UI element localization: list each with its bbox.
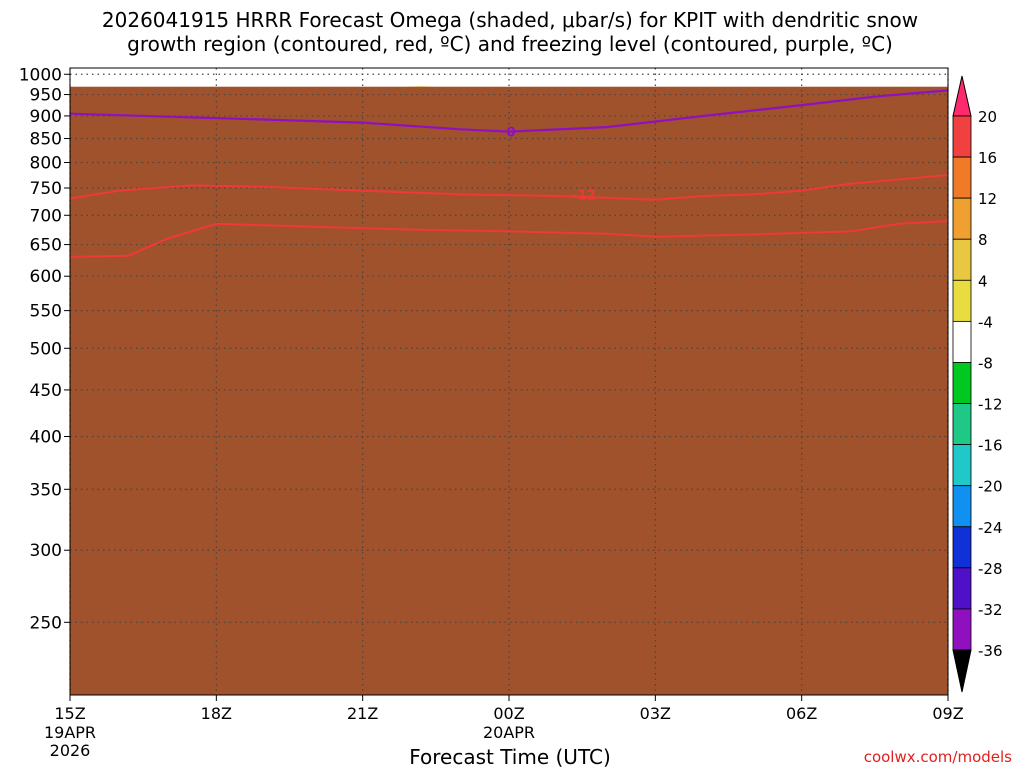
y-tick-label-1000: 1000 <box>19 65 62 85</box>
site-credit: coolwx.com/models <box>864 748 1012 766</box>
y-tick-label-800: 800 <box>30 153 62 173</box>
ground-fill <box>70 86 948 695</box>
colorbar-label--32: -32 <box>978 601 1003 619</box>
x-tick-label-15Z: 15Z <box>54 704 85 723</box>
x-tick-label-06Z: 06Z <box>786 704 817 723</box>
dgz-contour-line-1 <box>70 174 948 201</box>
colorbar-label-4: 4 <box>978 272 988 290</box>
colorbar-label-12: 12 <box>978 190 997 208</box>
chart-title-line-1: 2026041915 HRRR Forecast Omega (shaded, … <box>102 8 918 32</box>
colorbar-label--28: -28 <box>978 560 1003 578</box>
colorbar-segment-6 <box>952 362 972 404</box>
y-tick-label-750: 750 <box>30 179 62 199</box>
colorbar-arrow-top <box>952 75 972 117</box>
colorbar-segment-0 <box>952 115 972 158</box>
colorbar-label-8: 8 <box>978 231 988 249</box>
colorbar-segment-7 <box>952 403 972 446</box>
colorbar-segment-1 <box>952 156 972 199</box>
x-tick-label-00Z: 00Z <box>493 704 524 723</box>
chart-title-line-2: growth region (contoured, red, ºC) and f… <box>127 32 893 56</box>
x-tick-year-15Z: 2026 <box>50 741 91 760</box>
x-tick-date-00Z: 20APR <box>483 723 535 742</box>
colorbar-segment-11 <box>952 567 972 610</box>
y-tick-label-600: 600 <box>30 267 62 287</box>
colorbar-arrow-bottom <box>952 649 972 693</box>
y-tick-label-900: 900 <box>30 107 62 127</box>
y-tick-label-400: 400 <box>30 427 62 447</box>
dgz-contour-line-0 <box>70 220 948 258</box>
colorbar-label--4: -4 <box>978 313 993 331</box>
x-tick-label-09Z: 09Z <box>932 704 963 723</box>
y-tick-label-350: 350 <box>30 480 62 500</box>
colorbar-label--24: -24 <box>978 519 1003 537</box>
colorbar-label--8: -8 <box>978 354 993 372</box>
colorbar-segment-4 <box>952 279 972 322</box>
x-tick-date-15Z: 19APR <box>44 723 96 742</box>
freezing-level-label: 0 <box>507 126 516 141</box>
colorbar-segment-9 <box>952 485 972 528</box>
y-tick-label-500: 500 <box>30 339 62 359</box>
colorbar-segment-3 <box>952 238 972 281</box>
x-tick-label-21Z: 21Z <box>347 704 378 723</box>
colorbar-label--16: -16 <box>978 437 1003 455</box>
colorbar-segment-8 <box>952 444 972 487</box>
y-tick-label-550: 550 <box>30 302 62 322</box>
colorbar-label--36: -36 <box>978 642 1003 660</box>
colorbar-segment-10 <box>952 526 972 569</box>
y-tick-label-700: 700 <box>30 206 62 226</box>
y-tick-label-300: 300 <box>30 541 62 561</box>
y-tick-label-950: 950 <box>30 86 62 106</box>
dgz-contour-label: -12 <box>572 188 596 203</box>
ground-layer <box>70 86 948 695</box>
colorbar-label--12: -12 <box>978 396 1003 414</box>
y-tick-label-650: 650 <box>30 236 62 256</box>
colorbar-label-20: 20 <box>978 108 997 126</box>
colorbar-segment-2 <box>952 197 972 240</box>
x-tick-label-03Z: 03Z <box>640 704 671 723</box>
colorbar-segment-12 <box>952 608 972 651</box>
colorbar-label--20: -20 <box>978 478 1003 496</box>
freezing-level-line <box>70 89 948 133</box>
x-tick-label-18Z: 18Z <box>201 704 232 723</box>
colorbar-label-16: 16 <box>978 149 997 167</box>
omega-colorbar: 20 16 12 8 4 -4 -8 -12 -16 -20 -24 -28 -32 -36 <box>952 75 1003 693</box>
y-tick-label-850: 850 <box>30 130 62 150</box>
x-axis-title: Forecast Time (UTC) <box>409 745 611 768</box>
y-tick-label-450: 450 <box>30 381 62 401</box>
y-tick-label-250: 250 <box>30 613 62 633</box>
colorbar-segment-5 <box>952 320 972 363</box>
temperature-contours: -12 0 <box>70 89 948 258</box>
